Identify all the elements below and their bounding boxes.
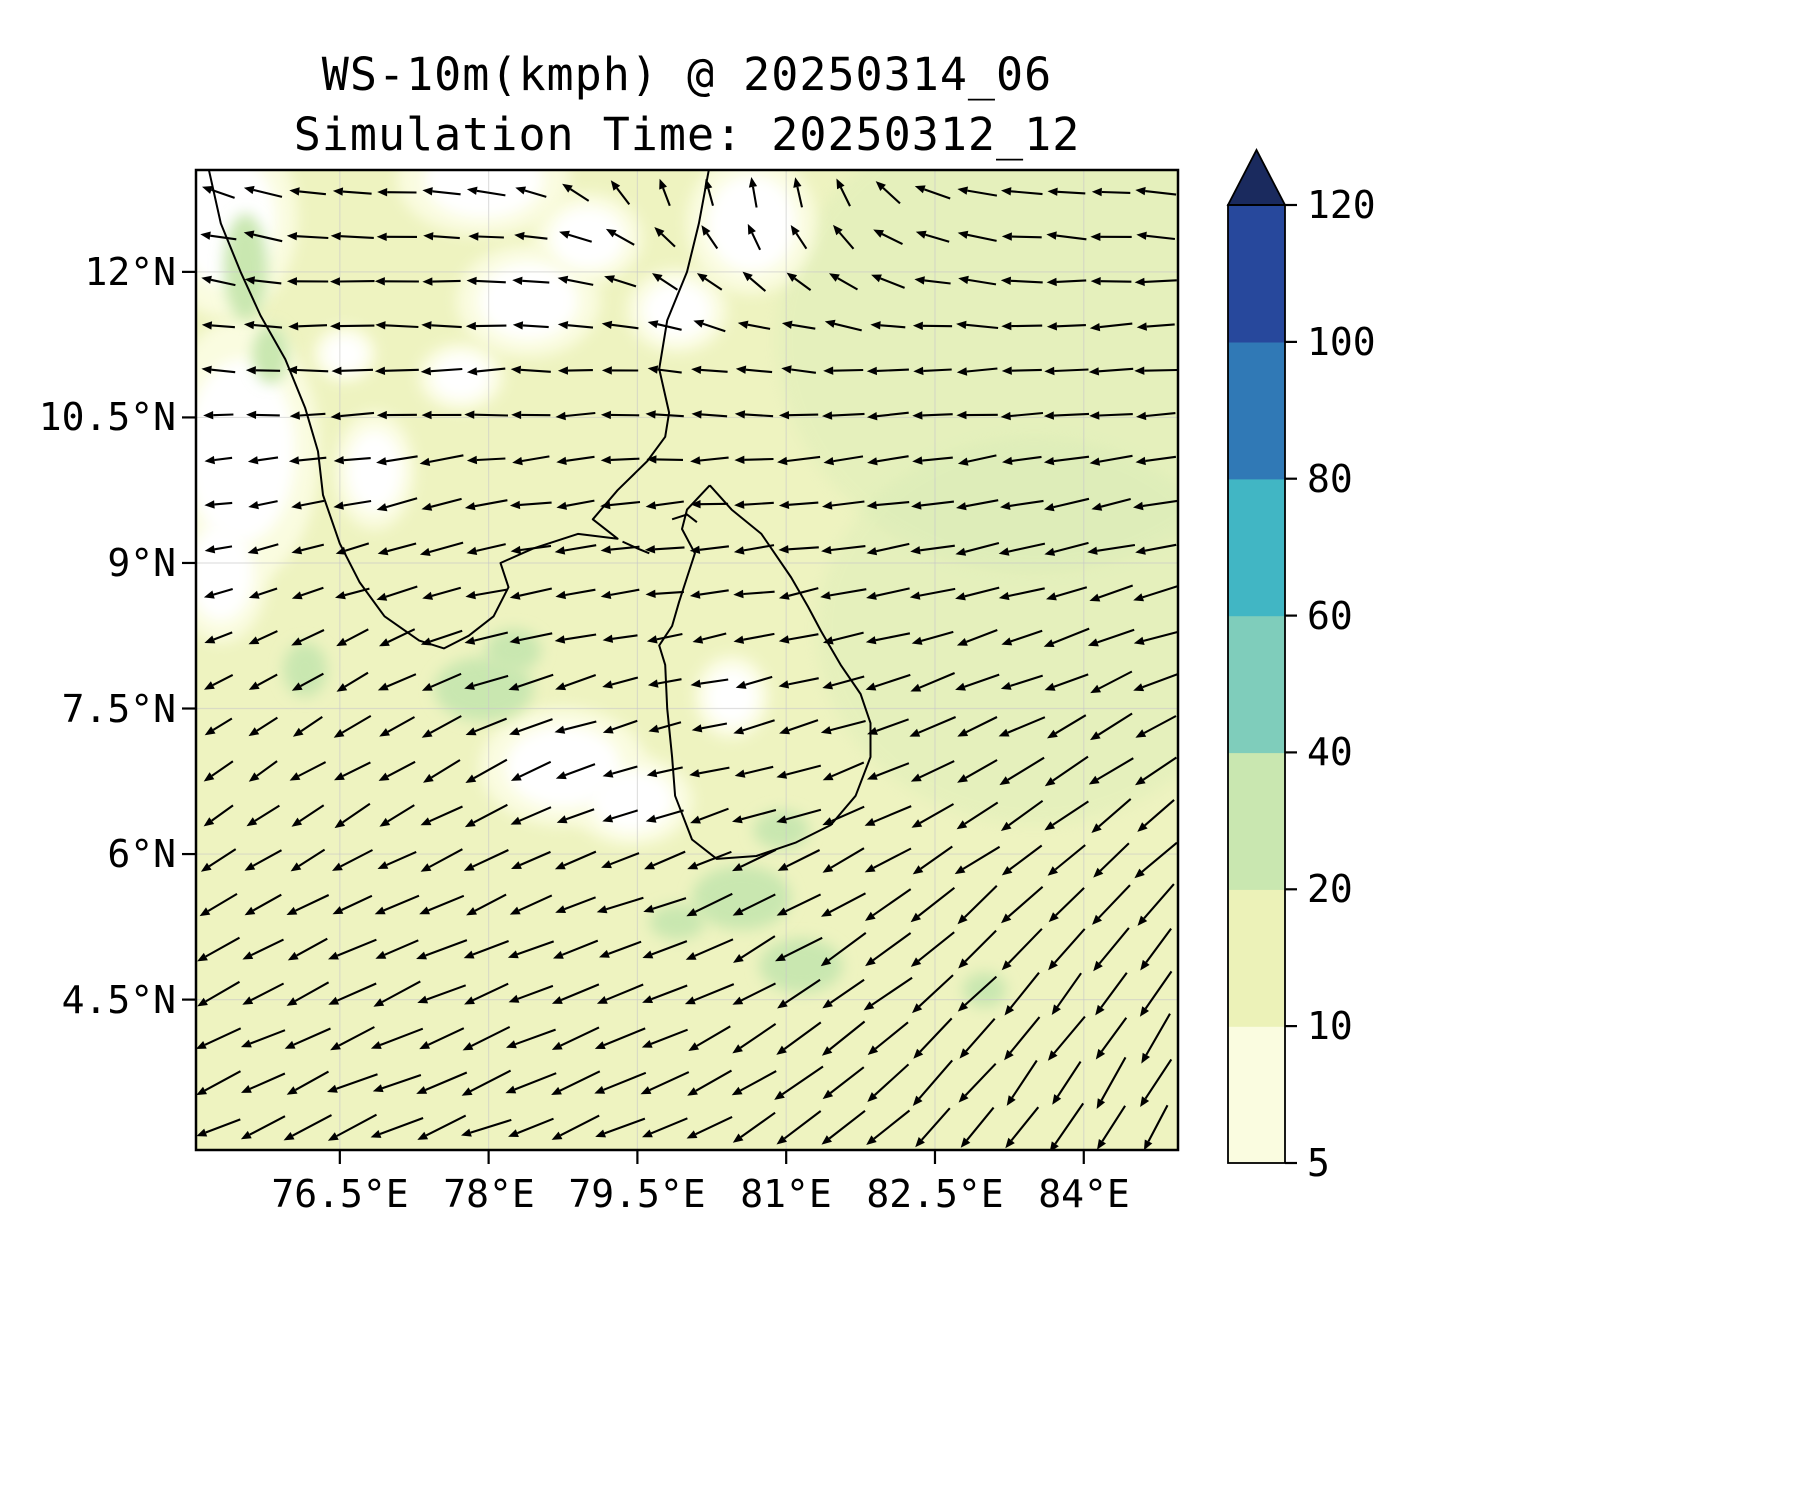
x-axis-tick-label: 76.5°E	[271, 1172, 409, 1216]
y-axis-tick-label: 9°N	[107, 541, 176, 585]
colorbar-extend-arrow	[1226, 148, 1287, 206]
x-axis-tick-label: 84°E	[1038, 1172, 1130, 1216]
india-coastline	[207, 170, 710, 650]
colorbar-tick-label: 120	[1307, 183, 1376, 227]
y-axis-tick-label: 7.5°N	[61, 687, 176, 731]
colorbar-outline	[1227, 204, 1286, 1164]
plot-border	[194, 168, 1180, 1152]
y-axis-tick-label: 4.5°N	[61, 978, 176, 1022]
sri-lanka-coastline	[658, 484, 872, 860]
chart-title: WS-10m(kmph) @ 20250314_06	[321, 48, 1053, 101]
y-axis-tick-label: 10.5°N	[38, 395, 176, 439]
colorbar-tick-label: 5	[1307, 1141, 1330, 1185]
x-axis-tick-label: 78°E	[443, 1172, 535, 1216]
colorbar-tick-label: 40	[1307, 730, 1353, 774]
y-axis-tick-label: 12°N	[84, 250, 176, 294]
colorbar-tick-label: 20	[1307, 867, 1353, 911]
x-axis-tick-label: 82.5°E	[866, 1172, 1004, 1216]
y-axis-tick-label: 6°N	[107, 832, 176, 876]
colorbar-tick-label: 60	[1307, 594, 1353, 638]
x-axis-tick-label: 79.5°E	[568, 1172, 706, 1216]
colorbar-tick-label: 100	[1307, 320, 1376, 364]
chart-subtitle: Simulation Time: 20250312_12	[293, 108, 1081, 161]
colorbar-tick-label: 10	[1307, 1004, 1353, 1048]
x-axis-tick-label: 81°E	[740, 1172, 832, 1216]
island-coastline	[622, 540, 650, 555]
island-coastline	[671, 513, 698, 523]
wind-arrows	[204, 186, 1178, 1145]
colorbar-tick-label: 80	[1307, 457, 1353, 501]
